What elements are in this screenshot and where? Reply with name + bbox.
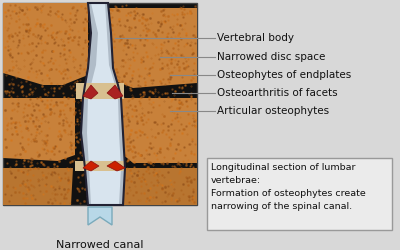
FancyBboxPatch shape	[75, 161, 125, 171]
FancyBboxPatch shape	[207, 158, 392, 230]
Text: Articular osteophytes: Articular osteophytes	[217, 106, 329, 116]
Polygon shape	[83, 85, 98, 99]
Text: Osteoarthritis of facets: Osteoarthritis of facets	[217, 88, 338, 98]
Polygon shape	[108, 8, 197, 88]
Text: Narrowed canal: Narrowed canal	[56, 240, 144, 250]
Polygon shape	[121, 98, 197, 163]
FancyBboxPatch shape	[76, 83, 124, 99]
Polygon shape	[88, 207, 112, 225]
Polygon shape	[3, 3, 88, 85]
Text: Osteophytes of endplates: Osteophytes of endplates	[217, 70, 351, 80]
Polygon shape	[3, 168, 73, 205]
Polygon shape	[83, 161, 99, 171]
Polygon shape	[3, 98, 75, 161]
Text: Narrowed disc space: Narrowed disc space	[217, 52, 325, 62]
Polygon shape	[107, 85, 123, 99]
Text: Longitudinal section of lumbar
vertebrae:
Formation of osteophytes create
narrow: Longitudinal section of lumbar vertebrae…	[211, 163, 366, 210]
FancyBboxPatch shape	[3, 3, 197, 205]
Polygon shape	[81, 3, 125, 205]
Polygon shape	[107, 161, 125, 171]
Polygon shape	[123, 168, 197, 205]
Polygon shape	[87, 3, 121, 205]
Text: Vertebral body: Vertebral body	[217, 33, 294, 43]
